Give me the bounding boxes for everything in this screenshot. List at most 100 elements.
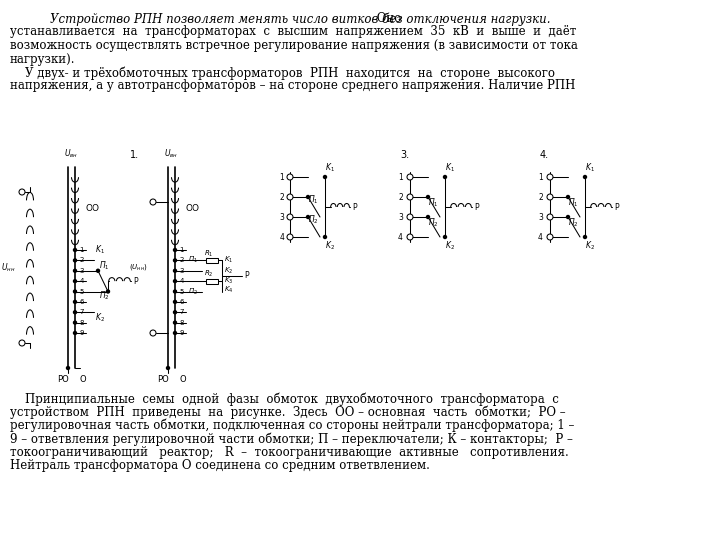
- Text: $K_4$: $K_4$: [224, 285, 233, 295]
- Text: 4: 4: [179, 278, 184, 284]
- Text: $K_1$: $K_1$: [224, 255, 233, 266]
- Text: $П_1$: $П_1$: [308, 194, 319, 206]
- Text: $K_2$: $K_2$: [585, 240, 595, 253]
- Text: возможность осуществлять встречное регулирование напряжения (в зависимости от то: возможность осуществлять встречное регул…: [10, 39, 578, 52]
- Text: 8: 8: [179, 320, 184, 326]
- Circle shape: [323, 176, 326, 179]
- Circle shape: [287, 174, 293, 180]
- Text: 4: 4: [80, 278, 84, 284]
- Text: Р: Р: [133, 276, 138, 286]
- Text: $П_1$: $П_1$: [188, 255, 198, 266]
- Text: 1.: 1.: [130, 150, 139, 160]
- Circle shape: [426, 215, 430, 219]
- Text: $R_2$: $R_2$: [204, 269, 214, 279]
- Circle shape: [444, 235, 446, 239]
- Circle shape: [19, 189, 25, 195]
- Text: $K_1$: $K_1$: [325, 161, 335, 174]
- Text: $K_1$: $K_1$: [95, 244, 105, 256]
- Circle shape: [287, 194, 293, 200]
- Circle shape: [407, 194, 413, 200]
- Bar: [206, 258, 218, 263]
- Text: $U_{вн}$: $U_{вн}$: [164, 147, 178, 160]
- Circle shape: [73, 280, 76, 282]
- Text: 5: 5: [80, 288, 84, 294]
- Text: 6: 6: [79, 299, 84, 305]
- Circle shape: [73, 269, 76, 272]
- Text: О: О: [180, 375, 186, 384]
- Text: $K_1$: $K_1$: [445, 161, 455, 174]
- Text: $K_2$: $K_2$: [445, 240, 455, 253]
- Text: 1: 1: [279, 172, 284, 181]
- Text: $U_{вн}$: $U_{вн}$: [64, 147, 78, 160]
- Text: 2: 2: [179, 258, 184, 264]
- Circle shape: [73, 321, 76, 324]
- Text: Нейтраль трансформатора О соединена со средним ответвлением.: Нейтраль трансформатора О соединена со с…: [10, 460, 430, 472]
- Circle shape: [174, 269, 176, 272]
- Circle shape: [307, 215, 310, 219]
- Circle shape: [73, 300, 76, 303]
- Text: 4: 4: [279, 233, 284, 241]
- Circle shape: [73, 259, 76, 262]
- Text: 3: 3: [79, 268, 84, 274]
- Text: О: О: [80, 375, 86, 384]
- Circle shape: [174, 280, 176, 282]
- Text: устанавливается  на  трансформаторах  с  высшим  напряжением  35  кВ  и  выше  и: устанавливается на трансформаторах с выс…: [10, 25, 577, 38]
- Circle shape: [73, 290, 76, 293]
- Text: $K_3$: $K_3$: [224, 276, 233, 286]
- Text: токоограничивающий   реактор;   R  –  токоограничивающие  активные   сопротивлен: токоограничивающий реактор; R – токоогра…: [10, 446, 569, 459]
- Text: $K_2$: $K_2$: [95, 311, 105, 324]
- Circle shape: [73, 332, 76, 334]
- Circle shape: [174, 321, 176, 324]
- Text: $K_2$: $K_2$: [224, 266, 233, 276]
- Text: Р: Р: [614, 202, 618, 212]
- Text: $П_2$: $П_2$: [428, 217, 438, 230]
- Text: 3: 3: [279, 213, 284, 221]
- Text: $П_2$: $П_2$: [99, 289, 109, 302]
- Text: Р: Р: [352, 202, 356, 212]
- Text: напряжения, а у автотрансформаторов – на стороне среднего напряжения. Наличие РП: напряжения, а у автотрансформаторов – на…: [10, 79, 575, 92]
- Text: 1: 1: [79, 247, 84, 253]
- Text: $U_{нн}$: $U_{нн}$: [1, 261, 15, 274]
- Circle shape: [583, 235, 587, 239]
- Circle shape: [323, 235, 326, 239]
- Text: 3: 3: [398, 213, 403, 221]
- Circle shape: [567, 195, 570, 199]
- Text: 2: 2: [539, 192, 543, 201]
- Circle shape: [407, 214, 413, 220]
- Text: 9: 9: [179, 330, 184, 336]
- Circle shape: [407, 174, 413, 180]
- Circle shape: [583, 176, 587, 179]
- Text: ОО: ОО: [186, 204, 200, 213]
- Text: РО: РО: [157, 375, 169, 384]
- Text: 3: 3: [179, 268, 184, 274]
- Circle shape: [19, 340, 25, 346]
- Text: 5: 5: [179, 288, 184, 294]
- Circle shape: [287, 214, 293, 220]
- Text: $П_1$: $П_1$: [428, 197, 438, 209]
- Text: 3: 3: [538, 213, 543, 221]
- Circle shape: [547, 234, 553, 240]
- Text: $(U_{нн})$: $(U_{нн})$: [130, 262, 148, 273]
- Circle shape: [174, 290, 176, 293]
- Text: нагрузки).: нагрузки).: [10, 52, 76, 65]
- Circle shape: [96, 269, 99, 272]
- Text: $K_1$: $K_1$: [585, 161, 595, 174]
- Circle shape: [174, 310, 176, 314]
- Text: 2: 2: [398, 192, 403, 201]
- Text: 2: 2: [80, 258, 84, 264]
- Circle shape: [547, 214, 553, 220]
- Text: РО: РО: [57, 375, 69, 384]
- Text: 3.: 3.: [400, 150, 409, 160]
- Circle shape: [66, 367, 70, 369]
- Text: Р: Р: [244, 272, 248, 280]
- Circle shape: [73, 310, 76, 314]
- Text: 2: 2: [279, 192, 284, 201]
- Circle shape: [547, 174, 553, 180]
- Text: Устройство РПН позволяет менять число витков без отключения нагрузки.: Устройство РПН позволяет менять число ви…: [35, 12, 551, 25]
- Text: 4.: 4.: [540, 150, 549, 160]
- Text: 7: 7: [179, 309, 184, 315]
- Text: 6: 6: [179, 299, 184, 305]
- Text: Принципиальные  семы  одной  фазы  обмоток  двухобмоточного  трансформатора  с: Принципиальные семы одной фазы обмоток д…: [10, 392, 559, 406]
- Text: 4: 4: [398, 233, 403, 241]
- Circle shape: [150, 199, 156, 205]
